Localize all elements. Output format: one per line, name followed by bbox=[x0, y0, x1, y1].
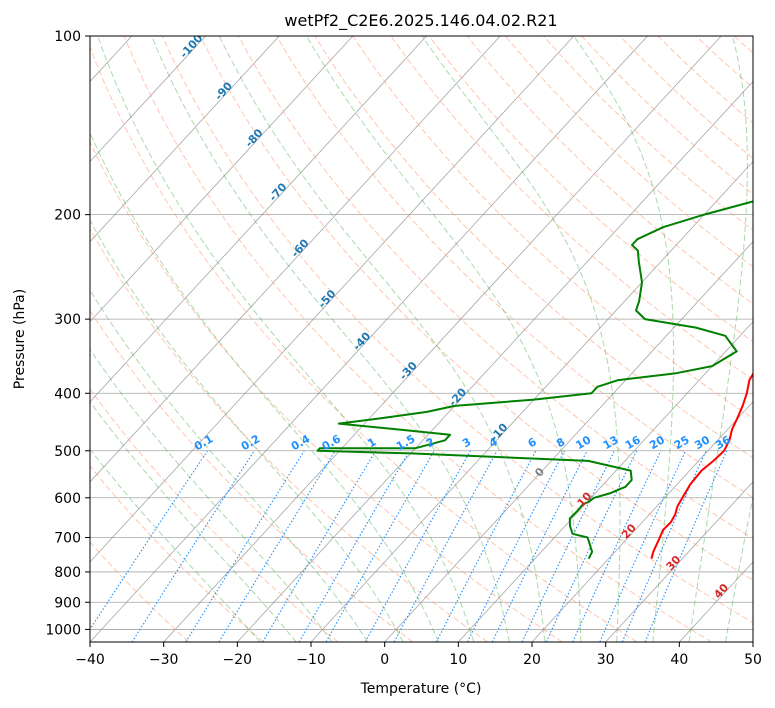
y-tick-label: 200 bbox=[54, 208, 81, 224]
isotherm-line bbox=[531, 401, 753, 642]
mixing-ratio-line bbox=[491, 450, 588, 642]
y-tick-label: 100 bbox=[54, 29, 81, 45]
x-axis-label: Temperature (°C) bbox=[360, 681, 482, 697]
moist-adiabat-line bbox=[97, 36, 475, 642]
x-axis-ticks: −40 −30 −20 −10 0 10 20 30 40 50 bbox=[75, 642, 762, 668]
y-axis-ticks: 100 200 300 400 500 600 700 800 900 1000 bbox=[45, 29, 90, 638]
dewpoint-line bbox=[316, 200, 753, 560]
mixing-ratio-line bbox=[521, 450, 615, 642]
mixing-ratio-line bbox=[572, 450, 662, 642]
moist-adiabat-line bbox=[90, 131, 439, 642]
isotherm-line bbox=[90, 36, 206, 163]
x-tick-label: −10 bbox=[296, 652, 326, 668]
y-tick-label: 400 bbox=[54, 386, 81, 402]
mixing-ratio-line bbox=[599, 450, 687, 642]
moist-adiabat-line bbox=[90, 219, 404, 642]
temperature-line bbox=[650, 372, 753, 559]
mixing-ratio-line bbox=[644, 450, 728, 642]
dry-adiabat-line bbox=[161, 36, 753, 624]
x-tick-label: 10 bbox=[449, 652, 467, 668]
dry-adiabat-line bbox=[90, 465, 264, 642]
plot-frame bbox=[89, 35, 754, 643]
y-tick-label: 900 bbox=[54, 595, 81, 611]
dry-adiabat-line bbox=[390, 36, 753, 381]
y-tick-label: 500 bbox=[54, 444, 81, 460]
x-tick-label: 0 bbox=[380, 652, 389, 668]
dry-adiabat-line bbox=[123, 36, 712, 642]
mixing-ratio-line bbox=[364, 450, 471, 642]
moist-adiabat-line bbox=[90, 289, 369, 642]
y-tick-label: 700 bbox=[54, 531, 81, 547]
grid-layer bbox=[90, 36, 753, 642]
mixing-ratio-line bbox=[435, 450, 537, 642]
y-tick-label: 300 bbox=[54, 312, 81, 328]
dry-adiabat-line bbox=[237, 36, 753, 540]
x-tick-label: 40 bbox=[670, 652, 688, 668]
mixing-ratio-line bbox=[393, 450, 498, 642]
isotherm-line bbox=[237, 80, 753, 642]
moist-adiabat-line bbox=[90, 400, 297, 642]
moist-adiabat-line bbox=[688, 36, 748, 642]
y-tick-label: 1000 bbox=[45, 622, 81, 638]
chart-title: wetPf2_C2E6.2025.146.04.02.R21 bbox=[284, 11, 557, 31]
moist-adiabat-line bbox=[151, 36, 510, 642]
isotherm-line bbox=[458, 321, 753, 642]
mixing-ratio-line bbox=[218, 450, 336, 642]
isotherm-line bbox=[90, 36, 648, 642]
dry-adiabat-line bbox=[90, 388, 339, 642]
isotherm-line bbox=[310, 160, 753, 642]
isotherm-line bbox=[384, 241, 753, 642]
dry-adiabat-line bbox=[90, 45, 638, 642]
isotherm-line bbox=[90, 36, 354, 323]
isotherm-line bbox=[163, 36, 722, 642]
isotherm-line bbox=[90, 36, 280, 243]
mixing-ratio-line bbox=[621, 450, 707, 642]
mixing-ratio-line bbox=[545, 450, 638, 642]
series-layer bbox=[316, 200, 753, 560]
x-tick-label: 30 bbox=[597, 652, 615, 668]
y-tick-label: 600 bbox=[54, 491, 81, 507]
mixing-ratio-line bbox=[467, 450, 565, 642]
mixing-ratio-line bbox=[90, 450, 208, 631]
dry-adiabat-line bbox=[466, 36, 753, 305]
isotherm-line bbox=[605, 481, 753, 642]
x-tick-label: 20 bbox=[523, 652, 541, 668]
dry-adiabat-line bbox=[90, 141, 563, 642]
mixing-ratio-line bbox=[131, 450, 255, 642]
x-tick-label: 50 bbox=[744, 652, 762, 668]
mixing-ratio-line bbox=[185, 450, 305, 642]
isotherm-line bbox=[90, 36, 427, 403]
isotherm-line bbox=[90, 36, 501, 483]
x-tick-label: −40 bbox=[75, 652, 105, 668]
dry-adiabat-line bbox=[276, 36, 753, 499]
dry-adiabat-line bbox=[90, 309, 414, 642]
moist-adiabat-line bbox=[573, 36, 675, 642]
y-tick-label: 800 bbox=[54, 565, 81, 581]
moist-adiabat-line bbox=[218, 36, 546, 642]
y-axis-label: Pressure (hPa) bbox=[12, 289, 28, 389]
x-tick-label: −30 bbox=[149, 652, 179, 668]
dry-adiabat-line bbox=[90, 228, 488, 642]
moist-adiabat-line bbox=[90, 448, 261, 642]
x-tick-label: −20 bbox=[223, 652, 253, 668]
isotherm-line bbox=[90, 36, 575, 563]
mixing-ratio-line bbox=[262, 450, 377, 642]
